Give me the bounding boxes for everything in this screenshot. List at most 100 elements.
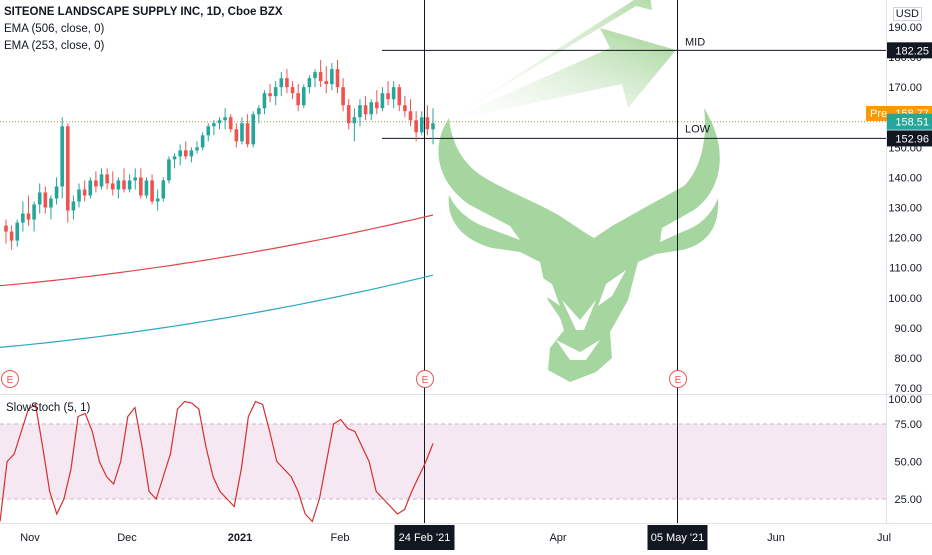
candle [122, 168, 126, 193]
candle [403, 96, 407, 118]
price-tick: 120.00 [888, 233, 922, 245]
price-axis[interactable]: 190.00180.00170.00160.00150.00140.00130.… [888, 22, 922, 395]
candle [391, 81, 396, 109]
earnings-marker-3-label: E [675, 375, 682, 386]
candle [66, 123, 70, 223]
candle [189, 147, 194, 163]
svg-text:05 May '21: 05 May '21 [651, 532, 704, 544]
candle [195, 141, 199, 154]
stoch-axis[interactable]: 100.00 75.00 50.00 25.00 [888, 394, 922, 506]
candle [352, 108, 357, 142]
candle [144, 177, 149, 199]
badge-text: 152.96 [895, 133, 929, 145]
stoch-band [0, 424, 886, 499]
ema-506-legend[interactable]: EMA (506, close, 0) [4, 23, 105, 35]
time-label: Jul [877, 532, 891, 544]
candle [133, 168, 138, 190]
candle [161, 177, 166, 202]
price-tick: 70.00 [894, 383, 922, 395]
earnings-marker-1-label: E [7, 375, 14, 386]
candle [77, 183, 81, 208]
candle [37, 183, 42, 214]
earnings-marker-2[interactable]: E [416, 370, 434, 388]
low-label: LOW [685, 123, 711, 135]
candle [431, 108, 435, 145]
candle [414, 111, 418, 142]
candle [206, 123, 211, 142]
candle [335, 60, 340, 94]
candle [9, 225, 14, 250]
candle [397, 84, 402, 112]
candle [358, 99, 362, 127]
candle [408, 99, 413, 127]
stoch-tick: 50.00 [894, 457, 922, 469]
currency-label[interactable]: USD [892, 7, 922, 21]
candle [139, 168, 143, 199]
chart-title[interactable]: SITEONE LANDSCAPE SUPPLY INC, 1D, Cboe B… [4, 6, 283, 18]
bull-head-cutouts [530, 270, 626, 360]
stoch-line [0, 400, 434, 523]
candle [363, 96, 368, 121]
time-axis[interactable]: Nov Dec 2021 Feb Apr Jun Jul 24 Feb '21 05 May '… [20, 525, 891, 550]
candle [21, 201, 25, 232]
candle [43, 186, 48, 214]
candle [116, 177, 121, 199]
candle [172, 153, 177, 169]
arrow-drawing [444, 0, 676, 122]
ema-506-line [0, 214, 434, 287]
candle [279, 72, 284, 97]
stoch-legend[interactable]: SlowStoch (5, 1) [6, 402, 91, 414]
candle [49, 195, 53, 220]
candle [71, 195, 76, 220]
earnings-marker-3[interactable]: E [669, 370, 687, 388]
candle [318, 60, 323, 88]
earnings-marker-1[interactable]: E [1, 370, 19, 388]
candle [105, 168, 109, 190]
candle [330, 63, 334, 91]
candle [127, 174, 132, 193]
mid-label: MID [685, 36, 705, 48]
candle [15, 219, 20, 247]
ema-253-line [0, 274, 434, 348]
candle [346, 99, 351, 130]
candle [341, 78, 345, 112]
candle [32, 201, 36, 232]
candle [324, 66, 329, 94]
candle [99, 168, 104, 190]
candle [155, 189, 160, 211]
price-badge-dark: 182.25 [887, 42, 932, 59]
svg-text:24 Feb '21: 24 Feb '21 [399, 532, 451, 544]
candle [217, 117, 222, 130]
candle [94, 171, 98, 193]
candle [88, 177, 93, 199]
candle [313, 69, 317, 88]
badge-text: 158.51 [895, 117, 929, 129]
stoch-tick: 75.00 [894, 419, 922, 431]
price-tick: 140.00 [888, 172, 922, 184]
time-label: Jun [767, 532, 785, 544]
candle [234, 123, 239, 148]
pre-label: Pre [870, 108, 887, 120]
candle [268, 84, 272, 103]
candle [240, 117, 244, 145]
candle [285, 69, 289, 94]
time-label: Nov [20, 532, 40, 544]
candle [257, 105, 261, 124]
candle [183, 141, 188, 160]
candle [375, 90, 379, 115]
price-tick: 110.00 [889, 263, 922, 275]
candle [223, 108, 227, 130]
stoch-tick: 25.00 [894, 494, 922, 506]
ema-253-legend[interactable]: EMA (253, close, 0) [4, 40, 105, 52]
candle [251, 111, 256, 148]
candle [26, 195, 31, 226]
candle [262, 90, 267, 115]
price-tick: 100.00 [888, 293, 922, 305]
time-label: Dec [117, 532, 137, 544]
time-label: Feb [331, 532, 350, 544]
candle [200, 132, 205, 151]
price-badge-dark: 152.96 [887, 130, 932, 147]
